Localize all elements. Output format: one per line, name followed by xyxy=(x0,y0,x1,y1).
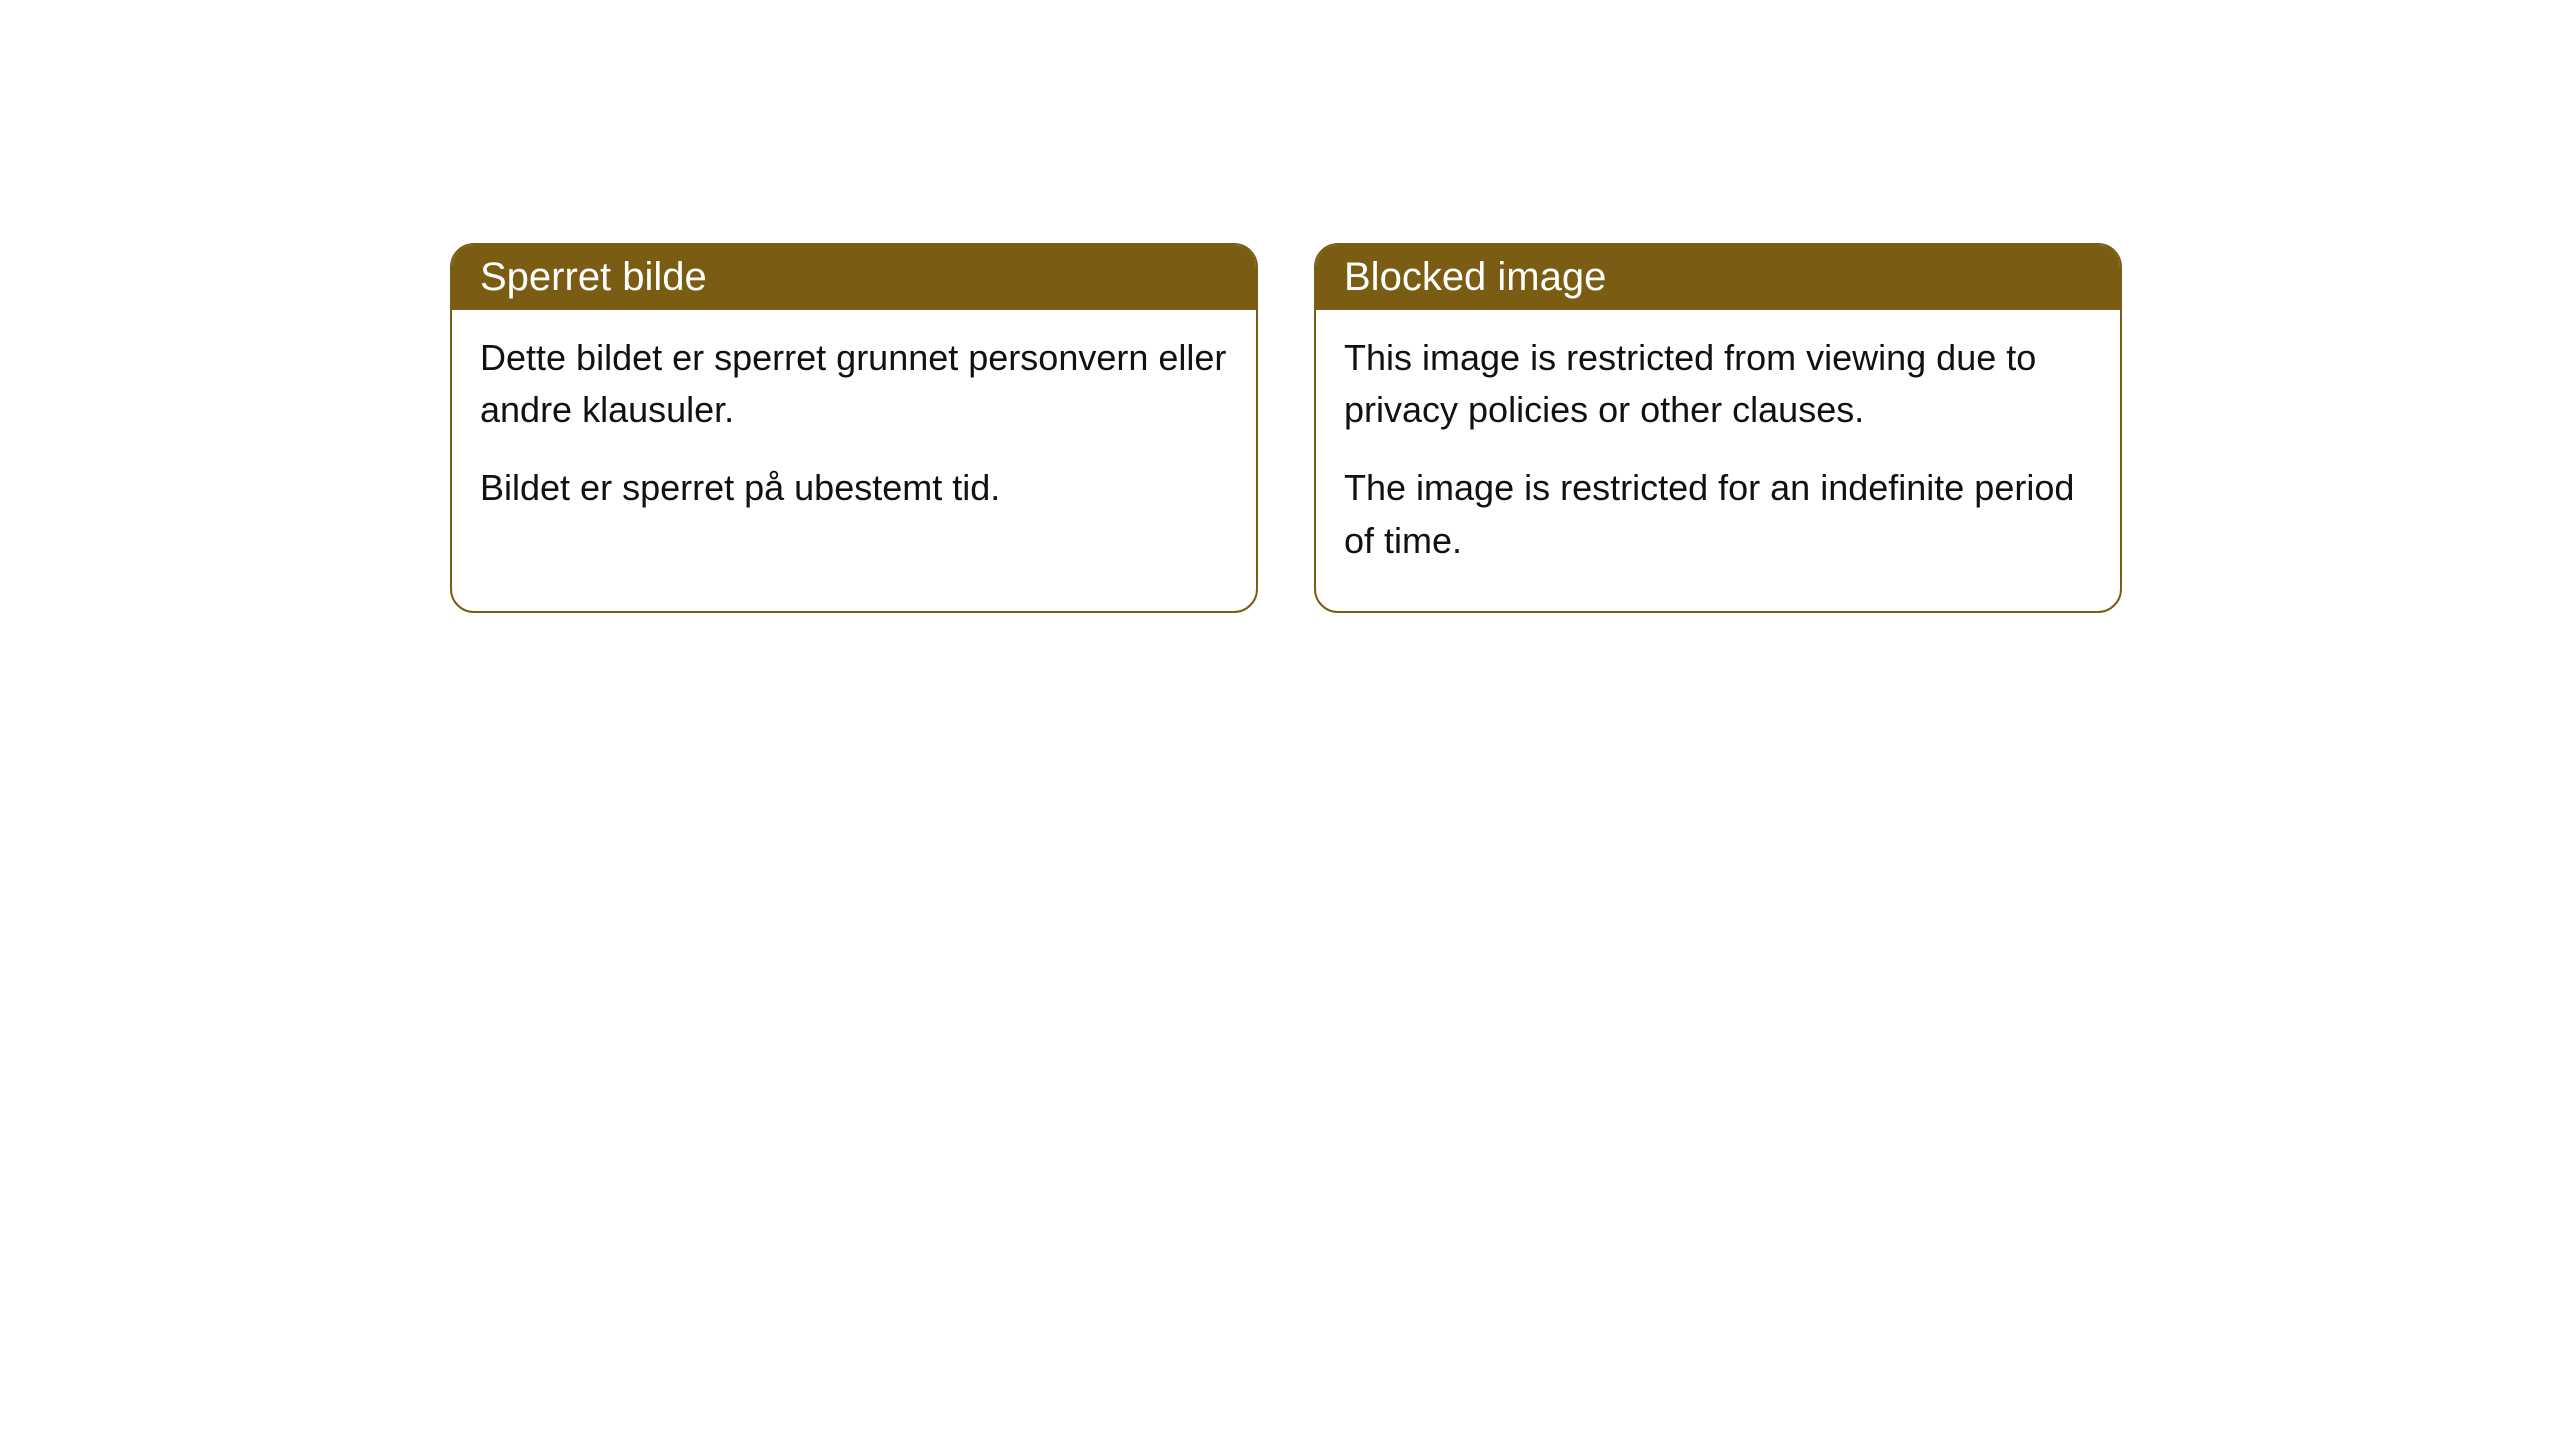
card-paragraph: This image is restricted from viewing du… xyxy=(1344,332,2092,436)
notice-card-english: Blocked image This image is restricted f… xyxy=(1314,243,2122,613)
card-paragraph: The image is restricted for an indefinit… xyxy=(1344,462,2092,566)
notice-cards-container: Sperret bilde Dette bildet er sperret gr… xyxy=(450,243,2122,613)
card-body: Dette bildet er sperret grunnet personve… xyxy=(452,310,1256,559)
card-paragraph: Dette bildet er sperret grunnet personve… xyxy=(480,332,1228,436)
card-header: Blocked image xyxy=(1316,245,2120,310)
card-header: Sperret bilde xyxy=(452,245,1256,310)
card-paragraph: Bildet er sperret på ubestemt tid. xyxy=(480,462,1228,514)
card-title: Blocked image xyxy=(1344,255,1606,299)
notice-card-norwegian: Sperret bilde Dette bildet er sperret gr… xyxy=(450,243,1258,613)
card-title: Sperret bilde xyxy=(480,255,707,299)
card-body: This image is restricted from viewing du… xyxy=(1316,310,2120,611)
